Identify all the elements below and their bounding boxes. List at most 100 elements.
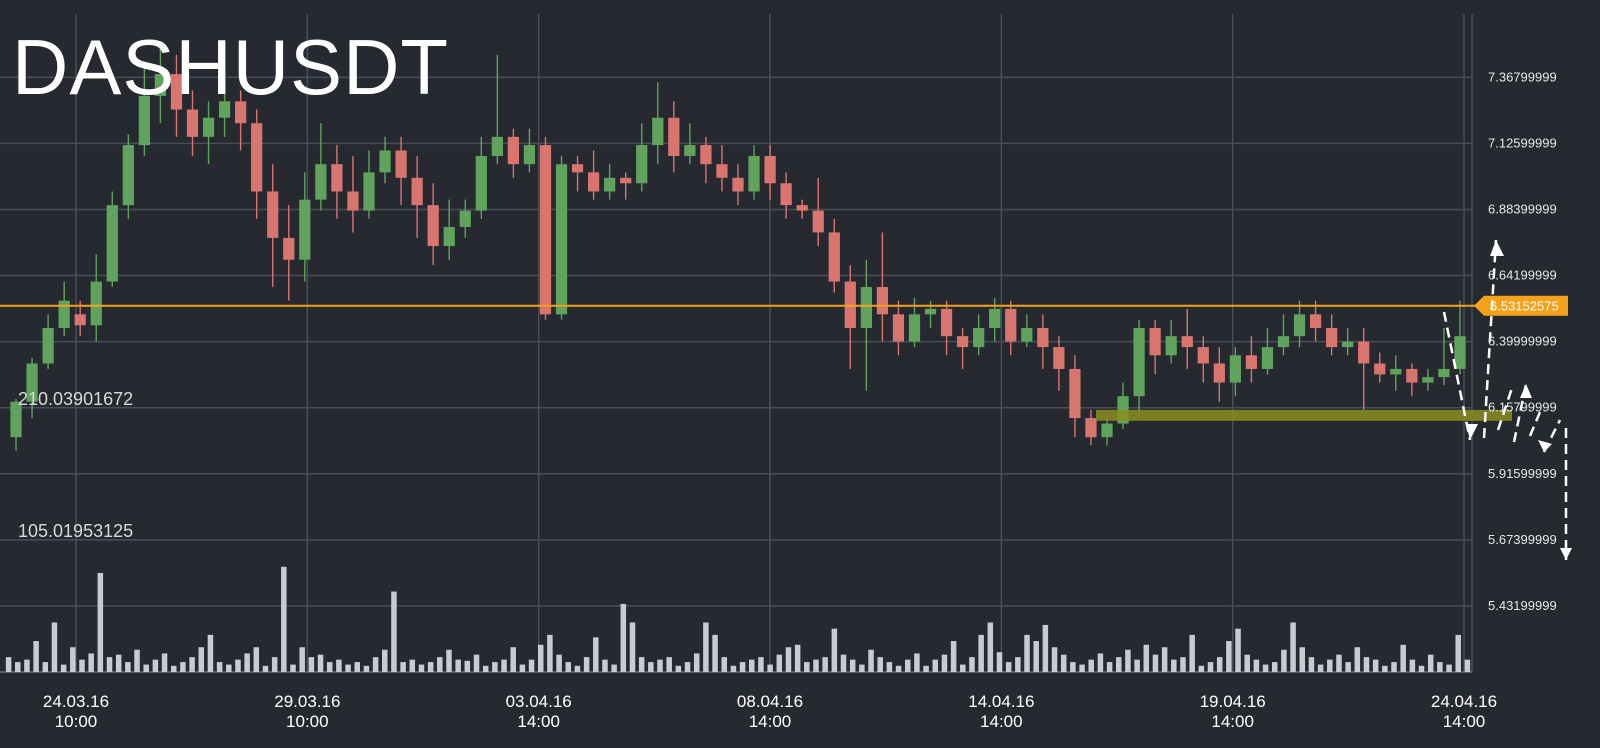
volume-bar [638,657,645,672]
volume-bar [1042,624,1049,672]
volume-bar [161,653,168,672]
candle-body [924,308,937,315]
volume-bar [739,662,746,672]
volume-bar [758,657,764,672]
volume-bar [547,634,553,672]
candle-body [555,164,568,315]
candle-body [90,281,102,326]
arrow-head [1520,384,1532,398]
volume-bar [1299,647,1306,672]
volume-bar [271,657,278,672]
candle-body [427,205,439,247]
x-tick-time: 14:00 [749,712,792,731]
volume-bar [849,659,856,672]
volume-mid-label: 105.01953125 [18,521,134,541]
y-tick-label: 7.36799999 [1488,69,1557,84]
x-tick-date: 14.04.16 [968,692,1034,711]
volume-bar [1345,662,1351,672]
candle-body [620,177,632,184]
volume-bar [24,659,30,672]
candle-body [1165,336,1177,356]
volume-bar [290,664,296,672]
volume-bar [106,657,113,672]
current-price-marker [1474,295,1568,316]
x-tick-time: 14:00 [517,712,560,731]
candle-body [1245,355,1258,369]
support-zone [1096,409,1512,421]
candle-body [892,314,905,342]
volume-bar [602,659,608,672]
volume-bar [244,653,250,672]
candle-body [652,117,664,146]
volume-bar [868,649,874,672]
volume-bar [492,662,498,672]
candle-body [539,145,552,315]
volume-bar [1189,634,1195,672]
volume-bar [42,662,49,672]
candle-body [1374,363,1386,375]
volume-bar [180,662,186,672]
x-tick-time: 14:00 [1443,712,1486,731]
volume-bar [1290,622,1296,672]
volume-bar [170,665,177,672]
candle-body [507,136,519,165]
volume-bar [831,628,838,672]
volume-bar [281,566,287,672]
volume-bar [666,657,672,672]
current-price-label: 6.53152575 [1490,299,1559,314]
volume-bar [1106,662,1113,672]
y-tick-label: 5.91599999 [1488,466,1557,481]
volume-bar [363,665,370,672]
volume-bar [60,664,67,672]
volume-bar [1152,654,1159,672]
volume-bar [1253,659,1260,672]
volume-bar [904,659,911,672]
volume-bar [115,654,122,672]
volume-bar [537,644,544,672]
volume-bar [262,665,269,672]
candle-body [876,287,889,315]
candle-body [443,226,455,247]
volume-bar [501,659,507,672]
volume-bar [932,659,939,672]
volume-bar [574,665,581,672]
volume-bar [226,664,232,672]
volume-bar [253,647,260,672]
y-tick-label: 6.64199999 [1488,268,1557,283]
volume-bar [519,664,526,672]
volume-bar [5,657,12,672]
candle-body [973,327,985,348]
volume-bar [877,657,883,672]
volume-bar [1226,641,1232,672]
volume-bar [1116,657,1122,672]
projection-arrow [1496,387,1514,431]
arrow-head [1560,548,1572,560]
volume-bar [1171,659,1177,672]
projection-arrow [1442,311,1472,441]
volume-bar [354,662,360,672]
volume-bar [914,653,920,672]
volume-bar [675,665,682,672]
volume-bar [1382,665,1388,672]
volume-bar [1180,657,1186,672]
volume-bar [1079,664,1085,672]
candle-body [283,237,295,260]
candle-body [363,172,375,211]
volume-bar [1097,653,1104,672]
volume-bar [1244,654,1250,672]
candle-body [587,172,600,192]
candle-body [42,327,54,364]
volume-bar [583,657,590,672]
volume-bar [1134,659,1140,672]
candle-body [523,145,536,165]
volume-bar [996,652,1003,672]
candle-body [636,145,648,184]
candle-body [299,199,311,260]
volume-bar [125,662,131,672]
volume-bar [1409,659,1416,672]
volume-bar [840,654,847,672]
candle-body [700,145,712,165]
volume-bar [70,647,76,672]
candles [10,46,1466,451]
